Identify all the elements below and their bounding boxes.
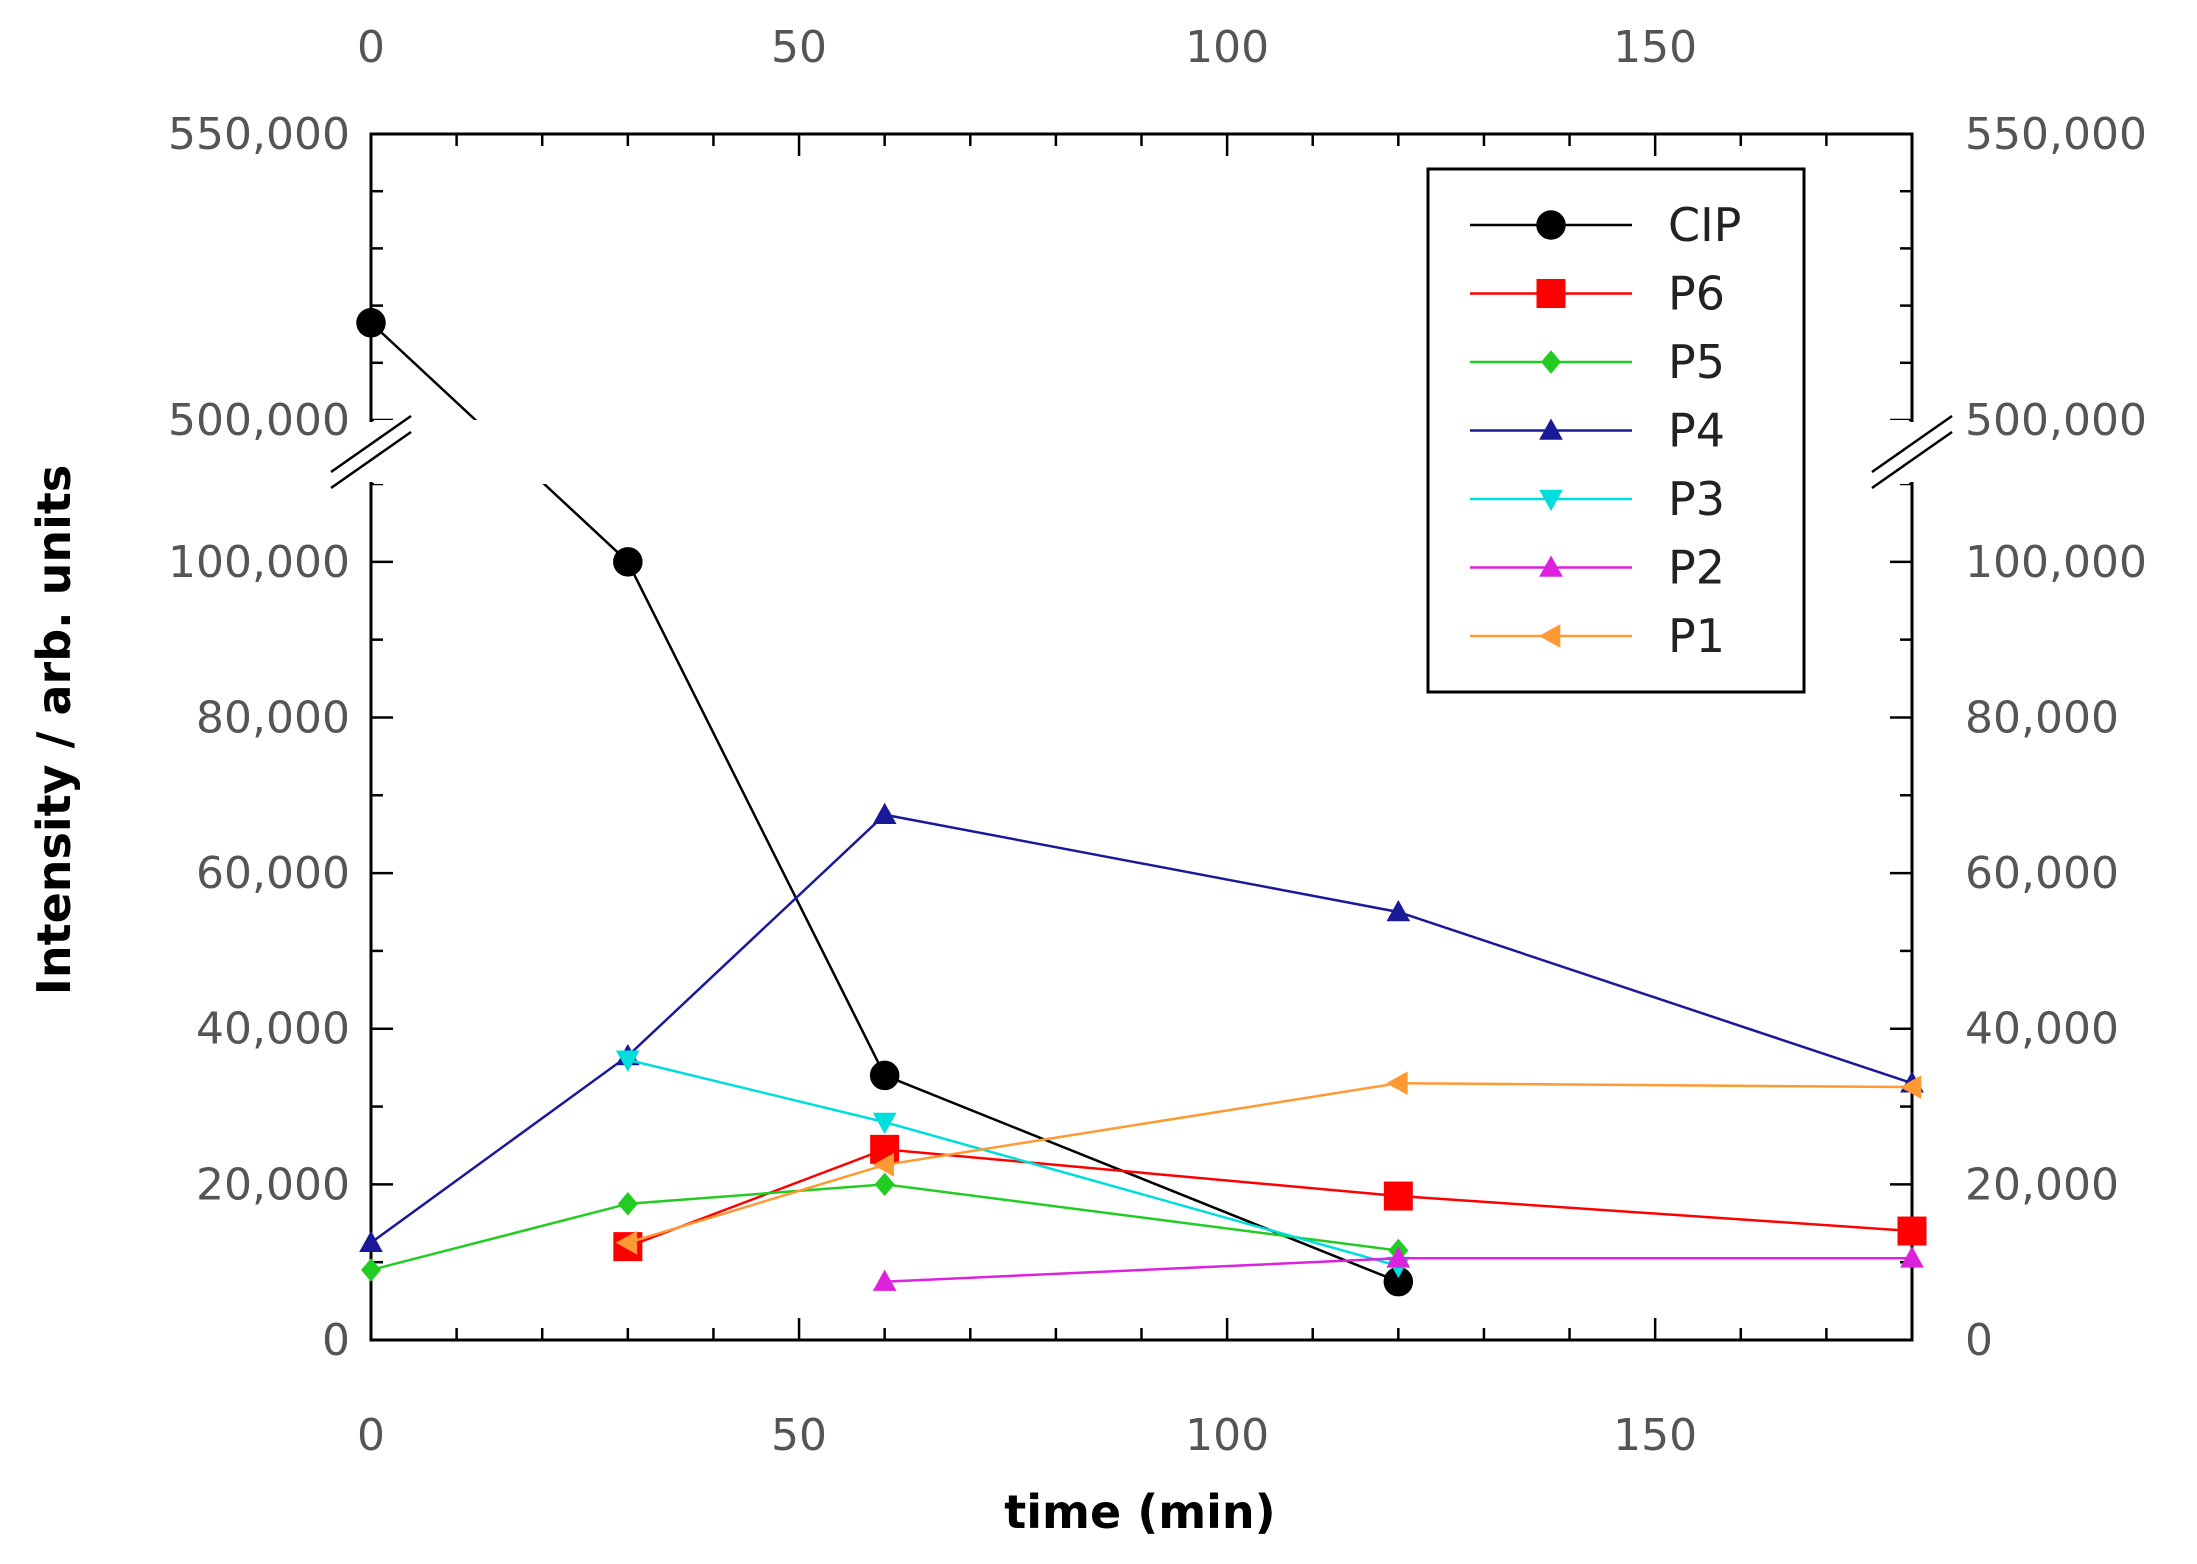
point-cip <box>613 547 643 577</box>
series-layer <box>356 308 1927 1297</box>
legend-item-p2: P2 <box>1470 541 1725 595</box>
y-tick-label: 550,000 <box>168 109 350 160</box>
point-p4 <box>872 802 897 825</box>
axis-break-slash <box>330 430 412 490</box>
x-tick-label-top: 150 <box>1613 22 1697 73</box>
y-tick-label-right: 80,000 <box>1965 692 2119 743</box>
series-line-p1 <box>627 1081 1913 1244</box>
axis-break-gap-edge <box>367 422 375 482</box>
series-p6 <box>613 1134 1927 1262</box>
point-cip <box>869 1060 900 1091</box>
x-tick-label: 50 <box>771 1410 827 1461</box>
legend-label-cip: CIP <box>1668 198 1741 252</box>
legend-label-p2: P2 <box>1668 541 1725 595</box>
x-tick-label-top: 0 <box>357 22 385 73</box>
point-p3 <box>872 1112 897 1135</box>
series-p4 <box>359 802 1924 1253</box>
point-p5 <box>874 1172 895 1197</box>
legend-marker-p1 <box>1538 624 1561 648</box>
legend-label-p3: P3 <box>1668 472 1725 526</box>
legend-item-p1: P1 <box>1470 609 1725 663</box>
point-p2 <box>872 1269 897 1291</box>
axis-break-gap-edge <box>1908 422 1916 482</box>
point-p1 <box>1899 1075 1922 1099</box>
point-p4 <box>1386 899 1411 922</box>
y-tick-label: 0 <box>322 1315 350 1366</box>
y-tick-label-right: 550,000 <box>1965 109 2147 160</box>
axis-break-slash <box>1871 414 1953 474</box>
legend-marker-p4 <box>1539 418 1563 440</box>
point-p6 <box>1383 1181 1413 1211</box>
y-tick-label-right: 500,000 <box>1965 395 2147 446</box>
legend-marker-p3 <box>1539 489 1563 512</box>
legend-marker-p5 <box>1540 350 1562 374</box>
y-tick-label-right: 40,000 <box>1965 1004 2119 1055</box>
legend: CIP P6 P5 P4 P3 P2 P1 <box>1426 167 1806 694</box>
legend-label-p4: P4 <box>1668 404 1725 458</box>
legend-label-p6: P6 <box>1668 267 1725 321</box>
x-tick-label: 0 <box>357 1410 385 1461</box>
point-p6 <box>1897 1216 1927 1246</box>
legend-item-p4: P4 <box>1470 404 1725 458</box>
series-p3 <box>615 1050 1411 1279</box>
series-cip <box>356 308 1414 1297</box>
x-axis-title: time (min) <box>1004 1485 1275 1539</box>
legend-item-p6: P6 <box>1470 267 1725 321</box>
legend-item-cip: CIP <box>1470 198 1741 252</box>
axis-break-slash <box>330 414 412 474</box>
point-p1 <box>615 1230 638 1255</box>
y-tick-label: 80,000 <box>196 692 350 743</box>
series-line-p6 <box>627 1148 1913 1248</box>
y-tick-label: 60,000 <box>196 848 350 899</box>
point-p2 <box>1386 1246 1411 1268</box>
point-p1 <box>872 1153 894 1177</box>
y-tick-label-right: 100,000 <box>1965 537 2147 588</box>
point-p2 <box>1900 1246 1924 1268</box>
x-tick-label-top: 50 <box>771 22 827 73</box>
legend-item-p5: P5 <box>1470 335 1725 389</box>
x-tick-label: 150 <box>1613 1410 1697 1461</box>
legend-label-p1: P1 <box>1668 609 1725 663</box>
series-p2 <box>872 1246 1924 1291</box>
x-tick-label: 100 <box>1185 1410 1269 1461</box>
legend-marker-p6 <box>1536 279 1566 308</box>
legend-marker-cip <box>1536 210 1566 240</box>
axis-break-slash <box>1871 430 1953 490</box>
legend-item-p3: P3 <box>1470 472 1725 526</box>
series-p1 <box>615 1071 1922 1255</box>
series-line-p5 <box>370 1183 1399 1272</box>
point-p1 <box>1386 1071 1408 1096</box>
y-tick-label: 100,000 <box>168 537 350 588</box>
y-tick-label-right: 60,000 <box>1965 848 2119 899</box>
point-p3 <box>615 1050 640 1072</box>
x-tick-label-top: 100 <box>1185 22 1269 73</box>
point-cip <box>356 308 386 338</box>
y-tick-label-right: 20,000 <box>1965 1159 2119 1210</box>
y-tick-label: 20,000 <box>196 1159 350 1210</box>
legend-label-p5: P5 <box>1668 335 1725 389</box>
y-tick-label: 40,000 <box>196 1004 350 1055</box>
point-p5 <box>360 1258 382 1282</box>
y-tick-label: 500,000 <box>168 395 350 446</box>
point-p4 <box>359 1230 383 1253</box>
y-axis-title: Intensity / arb. units <box>27 465 81 996</box>
y-tick-label-right: 0 <box>1965 1315 1993 1366</box>
legend-marker-p2 <box>1539 555 1563 577</box>
tick-marks <box>369 132 1914 1342</box>
point-p5 <box>617 1192 638 1216</box>
